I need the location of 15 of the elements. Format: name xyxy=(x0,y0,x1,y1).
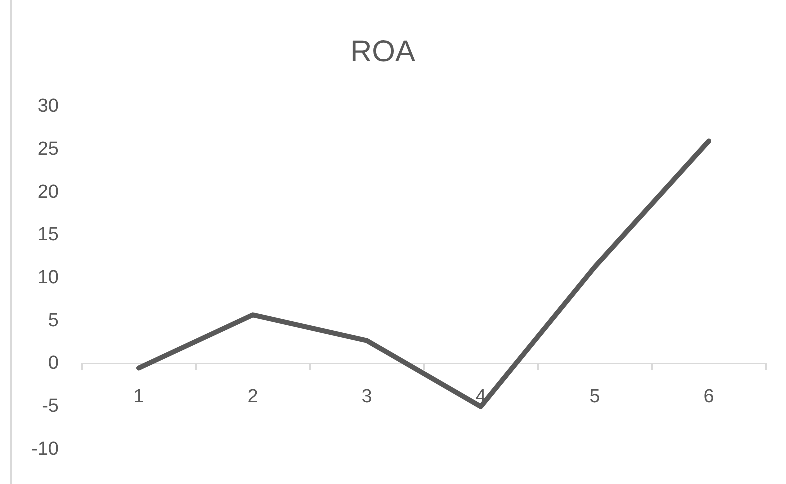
y-tick-label: 25 xyxy=(38,139,59,160)
y-tick-label: -5 xyxy=(42,396,59,418)
chart-title: ROA xyxy=(350,35,416,68)
y-tick-label: 5 xyxy=(48,310,59,332)
y-tick-label: -10 xyxy=(32,438,59,460)
x-tick-label: 1 xyxy=(134,386,144,408)
x-tick-label: 3 xyxy=(362,386,372,408)
y-tick-label: 20 xyxy=(38,182,59,203)
x-tick-label: 5 xyxy=(590,386,600,408)
y-tick-label: 10 xyxy=(38,268,59,289)
x-tick-label: 2 xyxy=(248,386,258,408)
y-tick-label: 30 xyxy=(38,96,59,118)
y-tick-label: 0 xyxy=(48,353,59,374)
y-tick-label: 15 xyxy=(38,224,59,246)
x-tick-label: 6 xyxy=(704,386,714,408)
